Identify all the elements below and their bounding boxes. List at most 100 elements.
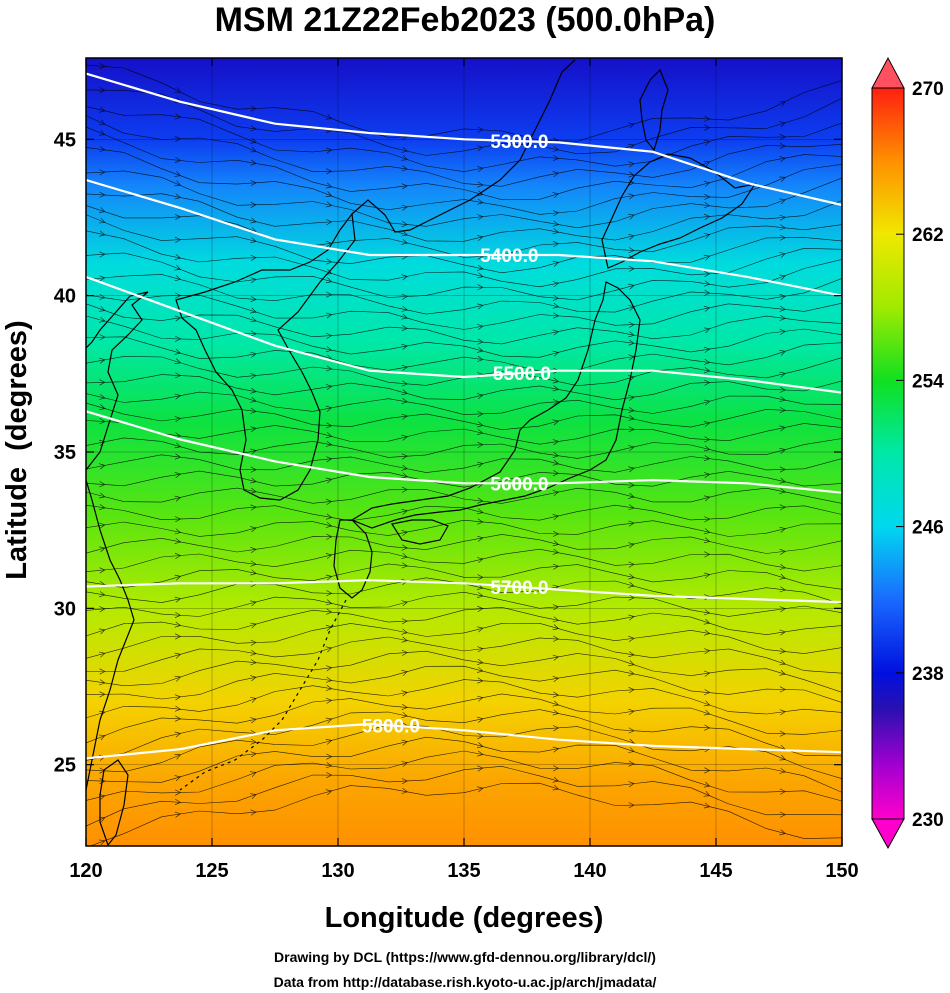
x-tick-label: 150 [825,860,858,882]
wind-arrowhead [552,470,560,477]
wind-arrowhead [628,234,635,240]
wind-arrowhead [703,781,711,788]
wind-arrowhead [174,652,182,659]
wind-arrowhead [552,530,560,537]
wind-arrowhead [552,399,560,406]
wind-arrowhead [477,574,484,581]
wind-arrowhead [325,624,333,631]
y-tick-label: 30 [54,598,76,620]
wind-arrowhead [325,182,333,189]
streamline [86,650,842,693]
wind-arrowhead [552,654,560,661]
y-tick-label: 35 [54,442,76,464]
wind-arrowhead [174,528,182,535]
wind-arrowhead [703,233,711,239]
wind-arrowhead [325,646,333,653]
wind-arrowhead [628,122,635,129]
wind-arrowhead [98,217,106,224]
wind-arrowhead [477,716,484,723]
wind-arrowhead [628,614,635,621]
wind-arrowhead [98,207,106,213]
wind-arrowhead [779,829,786,836]
wind-arrowhead [552,220,560,227]
china-south-coast [86,479,135,791]
wind-arrowhead [779,730,786,737]
wind-arrowhead [325,365,333,372]
credit-data-source: Data from http://database.rish.kyoto-u.a… [274,974,657,990]
wind-arrowhead [401,778,408,785]
wind-arrowhead [628,339,635,346]
y-tick-label: 40 [54,286,76,308]
wind-arrowhead [552,676,560,682]
wind-arrowhead [401,274,408,281]
wind-arrowhead [704,193,711,200]
wind-arrowhead [174,731,182,738]
wind-arrowhead [174,171,182,177]
wind-arrowhead [703,618,711,625]
wind-arrowhead [174,442,182,449]
sakhalin [639,68,669,152]
wind-arrowhead [628,466,635,473]
ryukyu-islands [179,599,347,791]
wind-arrowhead [628,573,635,580]
wind-arrowhead [99,679,106,686]
wind-arrowhead [779,629,786,636]
wind-arrowhead [628,727,635,734]
wind-arrowhead [326,590,333,597]
x-tick-label: 125 [195,860,228,882]
wind-arrowhead [779,314,786,321]
wind-arrowhead [250,201,257,208]
streamline [86,750,842,802]
wind-arrowhead [99,106,106,113]
wind-arrowhead [703,367,711,374]
y-tick-label: 45 [54,129,76,151]
wind-arrowhead [401,204,408,211]
wind-arrowhead [779,305,786,312]
wind-arrowhead [174,264,182,271]
wind-arrowhead [779,101,786,107]
wind-arrowhead [477,284,484,291]
contour-line [86,178,842,297]
shikoku [391,519,449,545]
streamline [86,470,842,488]
wind-arrowhead [326,332,333,339]
wind-arrowhead [401,453,408,460]
streamline [86,230,842,288]
wind-arrowhead [779,294,786,300]
wind-arrowhead [703,213,711,220]
wind-arrowhead [250,466,257,473]
wind-arrowhead [401,325,408,331]
wind-arrowhead [552,145,560,152]
streamline [86,563,842,590]
wind-arrowhead [250,751,257,758]
wind-arrowhead [401,221,408,228]
wind-arrowhead [174,715,182,722]
streamline [86,336,842,372]
wind-arrowhead [250,296,257,303]
contour-line [86,72,842,207]
wind-arrowhead [628,283,635,290]
wind-arrowhead [779,396,786,402]
primorye-coast [351,59,576,233]
wind-arrowhead [174,552,182,559]
wind-arrowhead [325,312,333,319]
wind-arrowhead [628,247,635,254]
wind-arrowhead [628,660,635,666]
wind-arrowhead [779,573,786,580]
x-tick-label: 135 [447,860,480,882]
wind-arrowhead [98,492,106,499]
wind-arrowhead [552,192,560,199]
wind-arrowhead [174,495,182,502]
wind-arrowhead [477,750,484,757]
wind-arrowhead [250,407,257,414]
wind-arrowhead [628,687,635,694]
wind-arrowhead [401,704,408,710]
wind-arrowhead [703,689,711,696]
wind-arrowhead [477,765,484,772]
wind-arrowhead [477,786,484,793]
wind-arrowhead [552,350,560,357]
wind-arrowhead [99,767,106,774]
wind-arrowhead [628,193,635,200]
wind-arrowhead [628,482,635,488]
wind-arrowhead [99,294,106,300]
